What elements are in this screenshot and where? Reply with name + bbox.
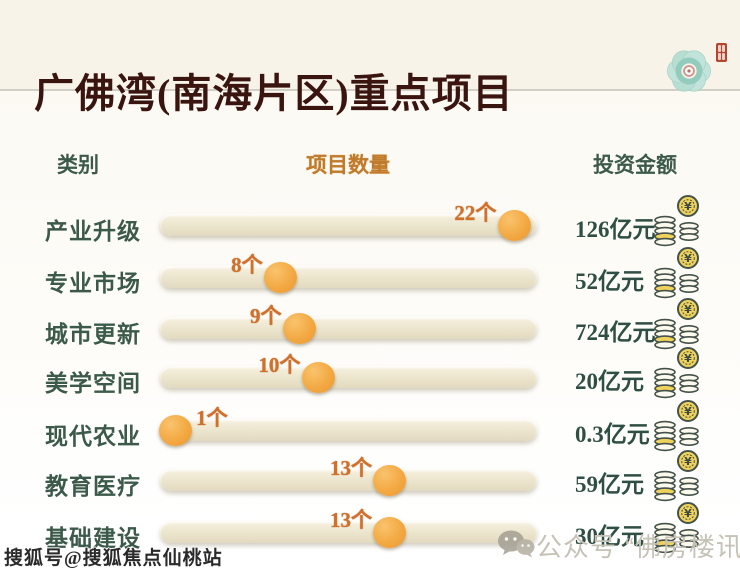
column-header-amount: 投资金额 <box>593 153 677 177</box>
count-track <box>160 469 537 491</box>
wechat-icon <box>498 530 535 558</box>
svg-text:¥: ¥ <box>684 405 692 418</box>
count-track <box>160 317 537 339</box>
count-label: 10个 <box>258 353 301 377</box>
table-row: 教育医疗 13个 59亿元 ¥ <box>0 450 740 506</box>
sohu-watermark: 搜狐号@搜狐焦点仙桃站 <box>4 548 223 569</box>
table-row: 现代农业 1个 0.3亿元 ¥ <box>0 400 740 456</box>
count-track <box>160 521 537 543</box>
count-track <box>160 214 537 236</box>
table-row: 产业升级 22个 126亿元 ¥ <box>0 195 740 251</box>
count-label: 1个 <box>196 406 228 430</box>
svg-text:¥: ¥ <box>684 352 692 365</box>
count-marker-dot <box>301 362 335 393</box>
amount-value: 30亿元 <box>575 524 644 549</box>
amount-value: 59亿元 <box>575 472 644 497</box>
count-label: 13个 <box>329 456 372 480</box>
svg-text:¥: ¥ <box>684 455 692 468</box>
amount-value: 126亿元 <box>575 217 656 242</box>
svg-text:¥: ¥ <box>684 507 692 520</box>
svg-text:¥: ¥ <box>684 303 692 316</box>
count-track <box>160 419 537 441</box>
count-label: 9个 <box>249 304 282 328</box>
count-marker-dot <box>373 465 407 496</box>
count-label: 22个 <box>454 201 497 225</box>
count-marker-dot <box>158 415 192 446</box>
page-title: 广佛湾(南海片区)重点项目 <box>34 70 514 116</box>
coins-icon: ¥ <box>654 400 699 452</box>
amount-value: 724亿元 <box>575 320 656 345</box>
category-label: 现代农业 <box>45 424 141 449</box>
count-label: 8个 <box>231 253 263 277</box>
count-label: 13个 <box>329 508 372 532</box>
table-row: 专业市场 8个 52亿元 ¥ <box>0 247 740 303</box>
coins-icon: ¥ <box>654 347 699 399</box>
coins-icon: ¥ <box>654 298 699 350</box>
table-row: 美学空间 10个 20亿元 ¥ <box>0 347 740 403</box>
red-seal-icon <box>716 43 727 62</box>
svg-text:¥: ¥ <box>684 252 692 265</box>
amount-value: 20亿元 <box>575 369 644 394</box>
count-marker-dot <box>497 210 531 241</box>
wechat-watermark: 公众号 “佛房楼讯” <box>536 532 740 562</box>
amount-value: 52亿元 <box>575 269 644 294</box>
count-track <box>160 366 537 388</box>
table-row: 城市更新 9个 724亿元 ¥ <box>0 298 740 354</box>
count-marker-dot <box>282 313 316 344</box>
category-label: 产业升级 <box>45 219 141 244</box>
table-row: 基础建设 13个 30亿元 ¥ <box>0 502 740 558</box>
count-track <box>160 266 537 288</box>
category-label: 基础建设 <box>45 526 141 551</box>
coins-icon: ¥ <box>654 450 699 502</box>
column-header-category: 类别 <box>57 153 99 177</box>
coins-icon: ¥ <box>654 195 699 247</box>
category-label: 美学空间 <box>45 371 141 396</box>
category-label: 专业市场 <box>45 271 141 296</box>
category-label: 教育医疗 <box>45 474 141 499</box>
flower-dish-logo-icon <box>667 50 711 92</box>
title-band <box>0 0 740 91</box>
svg-text:¥: ¥ <box>684 200 692 213</box>
coins-icon: ¥ <box>654 502 699 554</box>
coins-icon: ¥ <box>654 247 699 299</box>
amount-value: 0.3亿元 <box>575 422 650 447</box>
category-label: 城市更新 <box>45 322 141 347</box>
column-header-count: 项目数量 <box>306 153 390 177</box>
count-marker-dot <box>264 262 298 293</box>
count-marker-dot <box>373 517 407 548</box>
